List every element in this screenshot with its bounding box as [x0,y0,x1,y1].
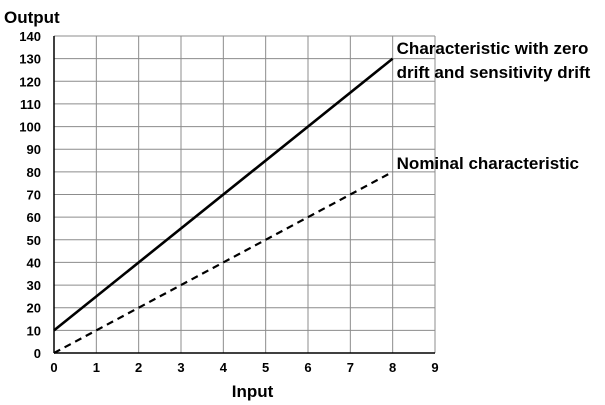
x-tick-label: 9 [431,360,438,375]
x-axis-title: Input [232,382,274,401]
x-tick-label: 6 [304,360,311,375]
series-line-2 [53,170,394,354]
y-tick-labels: 0 10 20 30 40 50 60 70 80 90 100 110 120 130 140 [19,29,41,361]
x-tick-label: 0 [50,360,57,375]
y-tick-label: 120 [19,74,41,89]
y-tick-label: 100 [19,120,41,135]
y-tick-label: 10 [27,323,41,338]
x-tick-label: 4 [220,360,228,375]
series [53,57,394,354]
y-tick-label: 50 [27,233,41,248]
y-tick-label: 30 [27,278,41,293]
y-tick-label: 70 [27,188,41,203]
y-tick-label: 0 [34,346,41,361]
x-tick-label: 8 [389,360,396,375]
y-tick-label: 130 [19,52,41,67]
x-tick-label: 3 [177,360,184,375]
x-tick-label: 5 [262,360,269,375]
x-tick-labels: 0 1 2 3 4 5 6 7 8 9 [50,360,438,375]
y-tick-label: 60 [27,210,41,225]
series-label: Nominal characteristic [397,154,579,173]
y-tick-label: 140 [19,29,41,44]
series-label: drift and sensitivity drift [397,63,591,82]
y-tick-label: 80 [27,165,41,180]
y-tick-label: 20 [27,301,41,316]
series-line-1 [53,57,394,332]
axes [53,36,435,354]
x-tick-label: 7 [347,360,354,375]
x-tick-label: 2 [135,360,142,375]
series-label: Characteristic with zero [397,39,589,58]
y-tick-label: 110 [20,97,41,112]
y-axis-title: Output [4,8,60,27]
y-tick-label: 90 [27,142,41,157]
x-tick-label: 1 [93,360,100,375]
y-tick-label: 40 [27,255,41,270]
grid [53,35,436,354]
series-labels: Characteristic with zero drift and sensit… [397,39,591,173]
